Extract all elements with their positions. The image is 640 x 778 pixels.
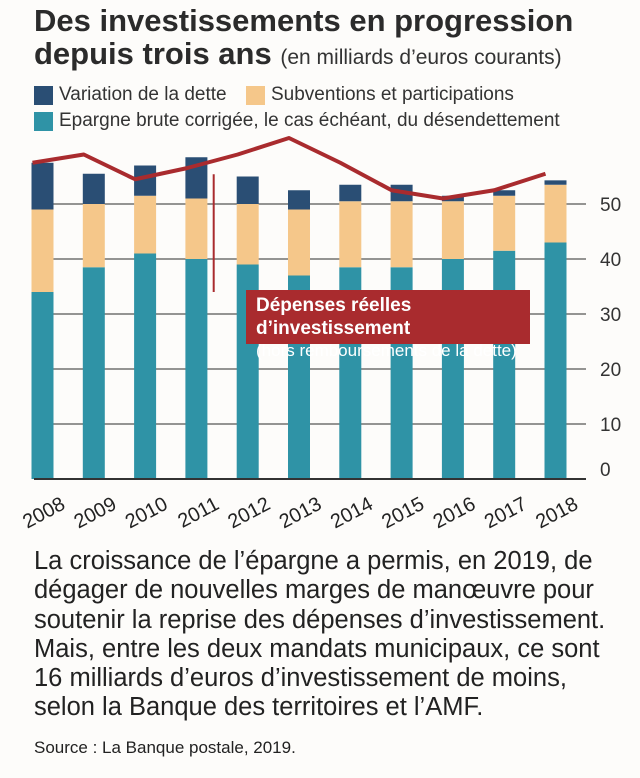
bar-2013-series-1 [288, 209, 310, 276]
title-subtitle: (en milliards d’euros courants) [280, 46, 562, 69]
body-text: La croissance de l’épargne a permis, en … [34, 547, 606, 722]
investment-line [32, 136, 547, 201]
bar-2011-series-0 [185, 259, 208, 479]
y-tick-label-10: 10 [600, 415, 621, 436]
bar-2018-series-2 [544, 180, 567, 185]
legend-label-epargne: Epargne brute corrigée, le cas échéant, … [59, 110, 560, 131]
x-tick-label-2010: 2010 [122, 493, 172, 533]
x-tick-label-2011: 2011 [174, 493, 222, 533]
legend-item-epargne: Epargne brute corrigée, le cas échéant, … [34, 110, 560, 132]
bar-2012-series-1 [236, 204, 259, 265]
legend-label-dette: Variation de la dette [59, 84, 227, 105]
bar-2017-series-2 [493, 190, 516, 196]
y-tick-label-30: 30 [600, 305, 621, 326]
x-tick-label-2018: 2018 [532, 493, 582, 533]
bar-2010-series-1 [134, 195, 157, 254]
annotation-title: Dépenses réelles d’investissement [256, 295, 412, 339]
bar-2009-series-2 [82, 173, 105, 204]
bar-2010-series-2 [134, 165, 157, 196]
bar-2010-series-0 [134, 253, 157, 479]
x-tick-label-2016: 2016 [430, 493, 480, 533]
bar-2013-series-2 [288, 190, 310, 210]
y-tick-label-40: 40 [600, 250, 621, 271]
legend-swatch-subventions [246, 85, 265, 105]
x-tick-label-2009: 2009 [71, 493, 121, 533]
legend-swatch-epargne [34, 111, 53, 131]
bar-2012-series-2 [236, 176, 259, 204]
bar-2018-series-1 [544, 184, 567, 243]
bar-2018-series-0 [544, 242, 567, 479]
annotation-subtitle: (hors remboursements de la dette) [256, 341, 517, 360]
x-tick-label-2008: 2008 [19, 493, 69, 533]
bar-2017-series-0 [493, 250, 516, 479]
source: Source : La Banque postale, 2019. [34, 738, 296, 757]
bar-2008-series-2 [31, 162, 54, 210]
bar-2017-series-1 [493, 195, 516, 251]
y-tick-label-0: 0 [600, 460, 611, 481]
legend-item-dette: Variation de la dette [34, 84, 227, 106]
x-tick-label-2017: 2017 [481, 493, 531, 533]
bar-2014-series-1 [339, 201, 362, 268]
bar-2014-series-2 [339, 184, 362, 202]
bar-2008-series-1 [31, 209, 54, 292]
legend-item-subventions: Subventions et participations [246, 84, 514, 106]
bar-2015-series-1 [390, 201, 413, 268]
x-tick-label-2014: 2014 [327, 493, 377, 533]
legend-label-subventions: Subventions et participations [271, 84, 514, 105]
bar-2008-series-0 [31, 292, 54, 479]
bar-2009-series-0 [82, 267, 105, 479]
bar-2016-series-1 [441, 201, 464, 259]
annotation-box: Dépenses réelles d’investissement (hors … [246, 290, 530, 360]
y-tick-label-20: 20 [600, 360, 621, 381]
x-tick-label-2015: 2015 [378, 493, 428, 533]
title-line-1: Des investissements en progression [34, 3, 574, 38]
legend-swatch-dette [34, 85, 53, 105]
chart-title: Des investissements en progression depui… [34, 4, 634, 74]
y-tick-label-50: 50 [600, 195, 621, 216]
bar-2009-series-1 [82, 204, 105, 268]
x-tick-label-2012: 2012 [224, 493, 274, 533]
x-tick-label-2013: 2013 [276, 493, 326, 533]
title-line-2: depuis trois ans [34, 36, 272, 71]
bar-2011-series-1 [185, 198, 208, 259]
